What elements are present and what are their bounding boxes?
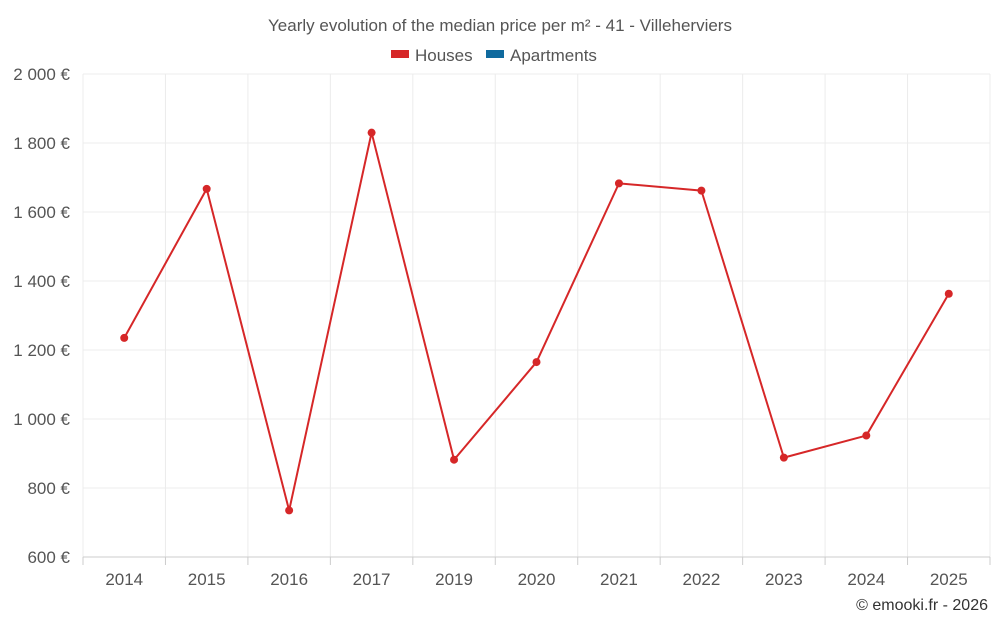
series-layer [120, 128, 953, 515]
grid [82, 73, 991, 557]
data-point-houses[interactable] [285, 506, 294, 515]
y-tick-label: 600 € [27, 548, 70, 567]
data-point-houses[interactable] [779, 453, 788, 462]
x-tick-label: 2024 [847, 570, 885, 589]
legend-item-houses[interactable]: Houses [391, 46, 473, 65]
y-tick-label: 1 600 € [13, 203, 70, 222]
x-tick-label: 2019 [435, 570, 473, 589]
x-tick-label: 2015 [188, 570, 226, 589]
legend-label-houses: Houses [415, 46, 473, 65]
data-point-houses[interactable] [450, 455, 459, 464]
x-tick-label: 2014 [105, 570, 143, 589]
legend-item-apartments[interactable]: Apartments [486, 46, 597, 65]
y-tick-label: 1 800 € [13, 134, 70, 153]
x-tick-label: 2016 [270, 570, 308, 589]
y-tick-label: 1 400 € [13, 272, 70, 291]
x-tick-label: 2021 [600, 570, 638, 589]
data-point-houses[interactable] [532, 358, 541, 367]
x-tick-label: 2022 [682, 570, 720, 589]
y-tick-label: 800 € [27, 479, 70, 498]
data-point-houses[interactable] [367, 128, 376, 137]
data-point-houses[interactable] [614, 179, 623, 188]
legend-swatch-houses [391, 50, 409, 58]
x-tick-label: 2025 [930, 570, 968, 589]
y-tick-label: 2 000 € [13, 65, 70, 84]
x-tick-label: 2020 [518, 570, 556, 589]
credit-text: © emooki.fr - 2026 [856, 597, 988, 614]
legend-label-apartments: Apartments [510, 46, 597, 65]
data-point-houses[interactable] [697, 186, 706, 195]
legend: Houses Apartments [391, 46, 597, 65]
y-tick-label: 1 000 € [13, 410, 70, 429]
axes: 600 € 800 € 1 000 € 1 200 € 1 400 € 1 600 € 1 … [13, 65, 991, 589]
x-tick-label: 2017 [353, 570, 391, 589]
data-point-houses[interactable] [944, 289, 953, 298]
data-point-houses[interactable] [120, 333, 129, 342]
y-tick-label: 1 200 € [13, 341, 70, 360]
legend-swatch-apartments [486, 50, 504, 58]
data-point-houses[interactable] [202, 184, 211, 193]
x-tick-label: 2023 [765, 570, 803, 589]
chart-title: Yearly evolution of the median price per… [268, 16, 732, 35]
data-point-houses[interactable] [862, 431, 871, 440]
